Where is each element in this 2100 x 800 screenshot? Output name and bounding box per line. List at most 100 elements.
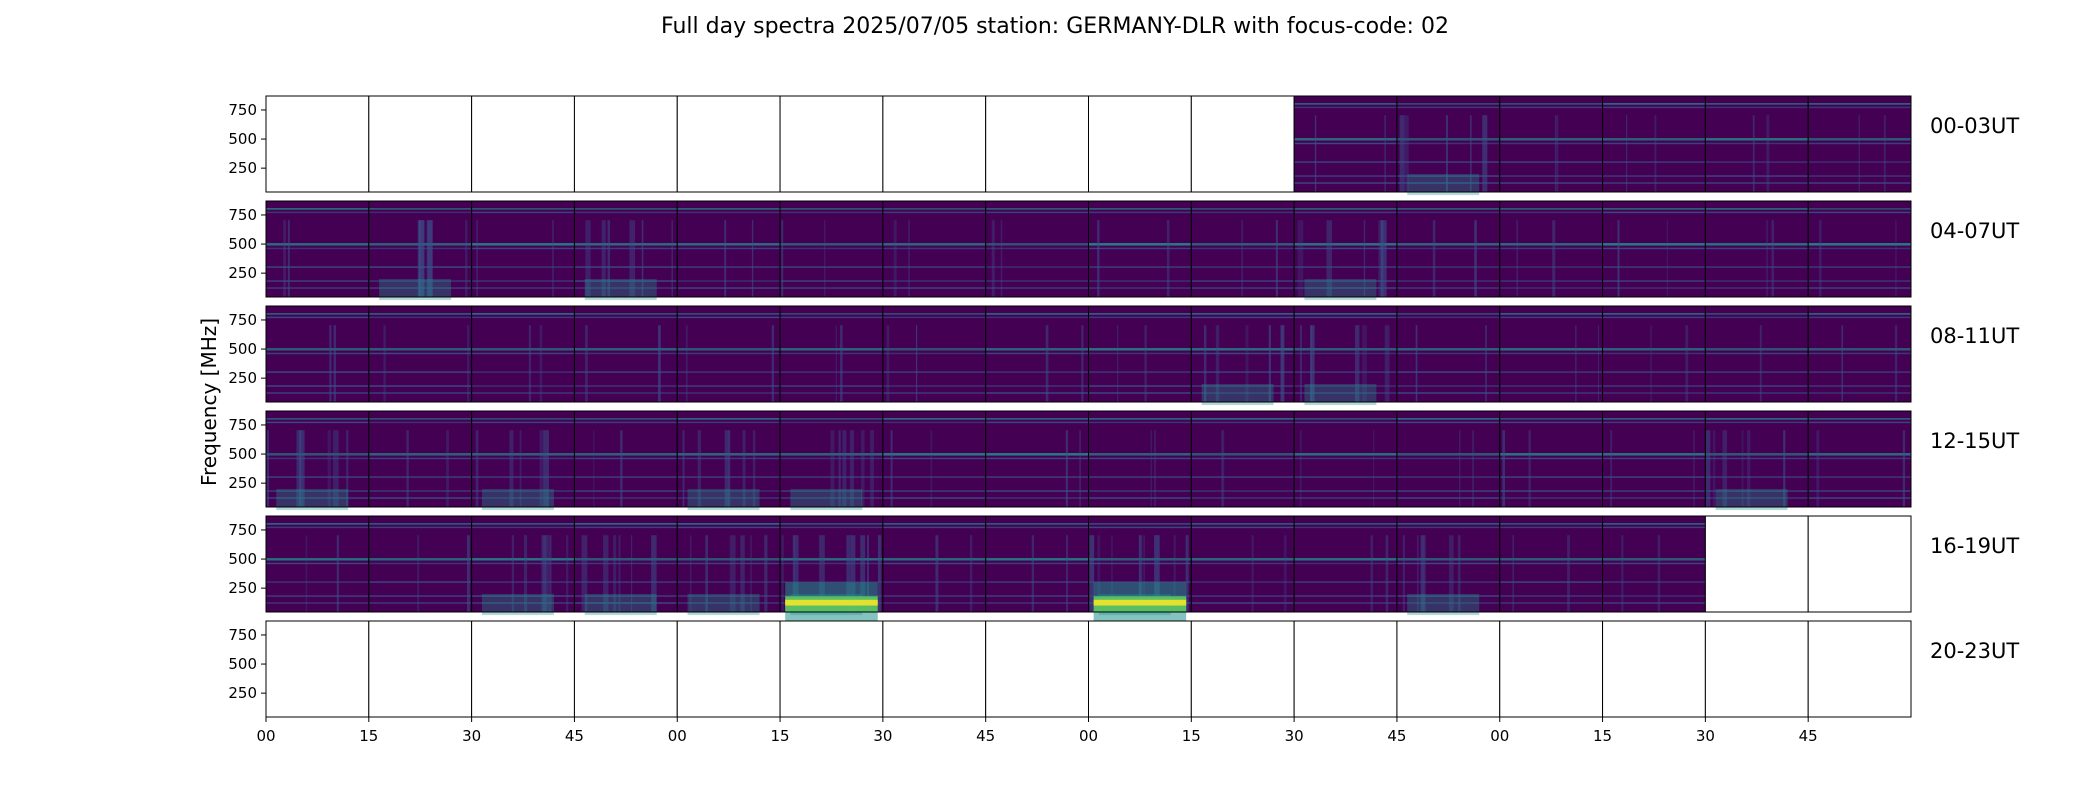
band-line [780, 247, 883, 250]
band-line [985, 352, 1089, 355]
band-line [985, 562, 1089, 565]
burst-streak [476, 220, 478, 297]
burst-streak [418, 220, 425, 297]
burst-streak [794, 535, 799, 612]
band-line [985, 392, 1089, 394]
band-line [1808, 211, 1911, 214]
empty-panel [1396, 621, 1500, 717]
low-band-emission [379, 278, 452, 301]
spectra-panel [1088, 200, 1192, 298]
band-line [1602, 385, 1706, 387]
band-line [266, 352, 369, 355]
band-line [266, 490, 369, 492]
spectra-panel [1396, 410, 1501, 508]
y-tick-label: 500 [228, 340, 257, 358]
y-tick-label: 500 [228, 445, 257, 463]
band-line [1294, 392, 1397, 394]
burst-streak [1816, 430, 1820, 507]
band-line [368, 562, 472, 565]
band-line [1191, 418, 1295, 420]
burst-streak [651, 535, 657, 612]
empty-panel [368, 96, 472, 192]
band-line [1294, 581, 1397, 583]
spectra-panel [1704, 200, 1809, 298]
band-line [1499, 562, 1603, 565]
empty-panel [882, 96, 986, 192]
band-line [574, 280, 678, 282]
band-line [1808, 138, 1911, 141]
burst-streak [1215, 325, 1220, 402]
band-line [368, 418, 472, 420]
burst-streak [838, 430, 841, 507]
band-line [1396, 526, 1500, 529]
burst-streak [1251, 535, 1254, 612]
band-line [1396, 352, 1500, 355]
burst-streak [1554, 115, 1557, 192]
band-line [1396, 247, 1500, 250]
band-line [677, 385, 781, 387]
y-axis-label: Frequency [MHz] [197, 318, 221, 486]
band-line [1499, 602, 1603, 604]
empty-panel [1808, 516, 1911, 612]
burst-streak [1458, 535, 1461, 612]
band-line [780, 316, 883, 319]
band-line [1808, 497, 1911, 499]
band-line [1191, 602, 1295, 604]
band-line [574, 595, 678, 597]
band-line [1088, 287, 1192, 289]
band-line [1294, 243, 1397, 246]
burst-streak [603, 535, 609, 612]
band-line [1294, 348, 1397, 351]
spectra-row: 750 500 250 00-03UT [228, 95, 2019, 196]
burst-streak [1154, 430, 1157, 507]
burst-streak [618, 535, 621, 612]
band-line [368, 497, 472, 499]
row-time-label: 20-23UT [1930, 639, 2019, 663]
spectra-panel [1602, 620, 1706, 718]
band-line [1088, 490, 1192, 492]
band-line [1396, 457, 1500, 460]
burst-streak [1902, 430, 1905, 507]
band-line [471, 371, 575, 373]
band-line [266, 316, 369, 319]
burst-streak [1280, 325, 1284, 402]
empty-panel [985, 621, 1089, 717]
band-line [574, 392, 678, 394]
burst-streak [426, 220, 432, 297]
band-line [1705, 182, 1809, 184]
band-line [1602, 266, 1706, 268]
x-tick-label: 00 [1079, 727, 1098, 745]
empty-panel [1808, 621, 1911, 717]
band-line [368, 476, 472, 478]
band-line [574, 418, 678, 420]
burst-streak [593, 430, 595, 507]
burst-streak [1459, 430, 1461, 507]
band-line [1705, 161, 1809, 163]
band-line [1396, 138, 1500, 141]
band-line [882, 418, 986, 420]
burst-streak [1657, 535, 1661, 612]
burst-streak [629, 220, 636, 297]
band-line [266, 526, 369, 529]
burst-streak [1173, 535, 1176, 612]
band-line [1088, 421, 1192, 424]
band-line [471, 243, 575, 246]
spectra-panel [985, 95, 1089, 193]
band-line [1396, 562, 1500, 565]
chart-title: Full day spectra 2025/07/05 station: GER… [661, 14, 1449, 39]
band-line [574, 316, 678, 319]
burst-streak [1654, 115, 1657, 192]
burst-streak [1783, 430, 1786, 507]
burst-streak [1482, 115, 1488, 192]
band-line [677, 457, 781, 460]
band-line [266, 602, 369, 604]
y-tick-label: 750 [228, 626, 257, 644]
burst-streak [1384, 115, 1386, 192]
band-line [471, 581, 575, 583]
burst-streak [327, 430, 331, 507]
empty-panel [471, 96, 575, 192]
burst-streak [1079, 430, 1081, 507]
band-line [1396, 595, 1500, 597]
spectra-panel [1293, 200, 1398, 301]
spectra-panel [1807, 515, 1912, 613]
